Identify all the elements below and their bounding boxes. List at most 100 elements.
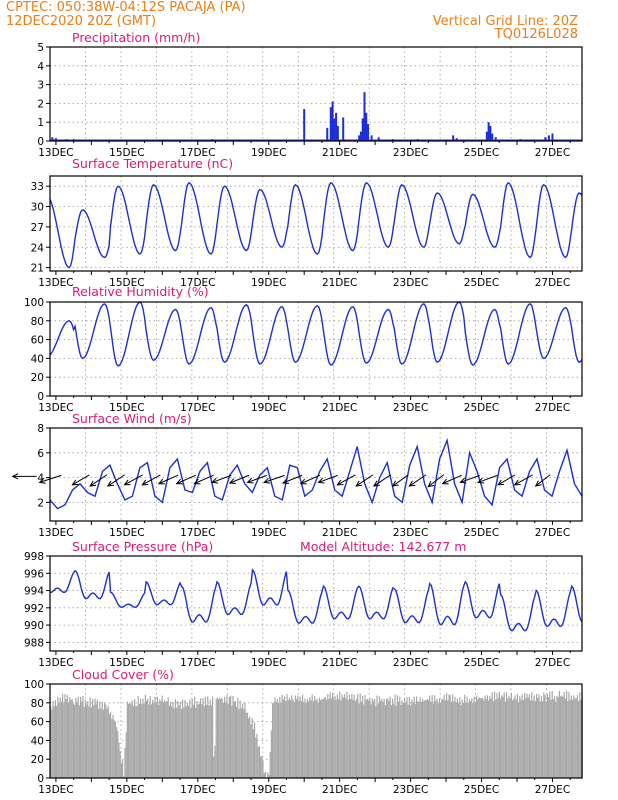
cloud-bar	[296, 699, 298, 778]
cloud-bar	[198, 704, 200, 778]
cloud-bar	[575, 698, 577, 778]
wind-arrow-head	[408, 480, 416, 487]
cloud-bar	[576, 694, 578, 778]
x-tick-label: 13DEC	[38, 527, 73, 539]
cloud-bar	[330, 698, 332, 778]
cloud-bar	[101, 701, 103, 778]
cloud-bar	[425, 700, 427, 778]
cloud-bar	[149, 695, 151, 778]
cloud-bar	[72, 703, 74, 778]
cloud-bar	[356, 698, 358, 778]
header-grid-note: Vertical Grid Line: 20Z	[432, 14, 578, 29]
wind-arrow	[337, 474, 356, 486]
x-tick-label: 15DEC	[109, 277, 144, 289]
cloud-bar	[386, 698, 388, 778]
cloud-bar	[358, 703, 360, 778]
cloud-bar	[411, 699, 413, 778]
cloud-bar	[293, 702, 295, 778]
cloud-bar	[339, 691, 341, 778]
wind-arrow-head	[372, 480, 380, 487]
cloud-bar	[389, 696, 391, 778]
cloud-bar	[147, 698, 149, 778]
cloud-bar	[100, 708, 102, 778]
cloud-bar	[275, 702, 277, 778]
cloud-bar	[152, 699, 154, 778]
cloud-bar	[561, 695, 563, 778]
cloud-bar	[87, 701, 89, 778]
header-station: CPTEC: 050:38W-04:12S PACAJA (PA)	[6, 0, 246, 15]
cloud-bar	[164, 700, 166, 778]
cloud-bar	[324, 697, 326, 778]
wind-arrow	[176, 474, 197, 485]
cloud-bar	[364, 695, 366, 778]
y-tick-label: 100	[24, 679, 44, 691]
wind-arrow-head	[175, 478, 183, 485]
cloud-bar	[518, 702, 520, 778]
y-tick-label: 40	[31, 353, 44, 365]
x-tick-label: 23DEC	[393, 402, 428, 414]
cloud-bar	[285, 701, 287, 778]
x-tick-label: 23DEC	[393, 147, 428, 159]
cloud-bar	[134, 699, 136, 778]
cloud-bar	[116, 727, 118, 778]
cloud-bar	[388, 701, 390, 778]
cloud-bar	[231, 705, 233, 778]
cloud-bar	[422, 698, 424, 778]
cloud-bar	[93, 705, 95, 778]
x-tick-label: 23DEC	[393, 277, 428, 289]
cloud-bar	[112, 715, 114, 778]
precip-bar	[329, 107, 332, 141]
cloud-bar	[478, 697, 480, 778]
cloud-bar	[257, 746, 259, 778]
cloud-bar	[465, 702, 467, 778]
cloud-bar	[509, 698, 511, 778]
cloud-bar	[495, 699, 497, 778]
x-tick-label: 19DEC	[251, 147, 286, 159]
cloud-bar	[117, 731, 119, 778]
cloud-bar	[360, 701, 362, 778]
cloud-bar	[562, 696, 564, 778]
cloud-bar	[352, 699, 354, 778]
cloud-bar	[398, 701, 400, 778]
cloud-bar	[51, 709, 53, 778]
cloud-bar	[65, 698, 67, 778]
y-tick-label: 990	[24, 620, 44, 632]
cloud-bar	[327, 693, 329, 778]
panel-5-title: Surface Pressure (hPa)	[72, 539, 213, 554]
cloud-bar	[106, 708, 108, 778]
cloud-bar	[383, 698, 385, 778]
cloud-bar	[239, 700, 241, 778]
y-tick-label: 60	[31, 717, 44, 729]
x-tick-label: 17DEC	[180, 147, 215, 159]
wind-arrow-head	[11, 473, 19, 480]
wind-arrow	[409, 474, 427, 487]
x-tick-label: 13DEC	[38, 657, 73, 669]
cloud-bar	[414, 704, 416, 778]
cloud-bar	[506, 692, 508, 778]
cloud-bar	[413, 696, 415, 778]
cloud-bar	[201, 703, 203, 778]
cloud-bar	[311, 694, 313, 778]
y-tick-label: 992	[24, 603, 44, 615]
cloud-bar	[264, 771, 266, 778]
x-tick-label: 17DEC	[180, 527, 215, 539]
precip-bar	[65, 139, 68, 141]
x-tick-label: 25DEC	[464, 277, 499, 289]
header-model-code: TQ0126L028	[494, 27, 578, 42]
wind-arrow	[318, 474, 338, 483]
cloud-bar	[138, 703, 140, 778]
cloud-bar	[105, 704, 107, 778]
y-tick-label: 4	[37, 473, 44, 485]
wind-arrow	[282, 474, 303, 484]
panel-2-title: Surface Temperature (nC)	[72, 156, 233, 171]
cloud-bar	[66, 695, 68, 778]
cloud-bar	[200, 698, 202, 778]
cloud-bar	[281, 694, 283, 778]
cloud-bar	[272, 703, 274, 778]
wind-arrow	[264, 474, 285, 483]
cloud-bar	[404, 698, 406, 778]
y-tick-label: 33	[31, 181, 44, 193]
panel-2-frame	[49, 175, 583, 272]
precip-bar	[494, 137, 497, 141]
wind-arrow-head	[299, 478, 307, 485]
